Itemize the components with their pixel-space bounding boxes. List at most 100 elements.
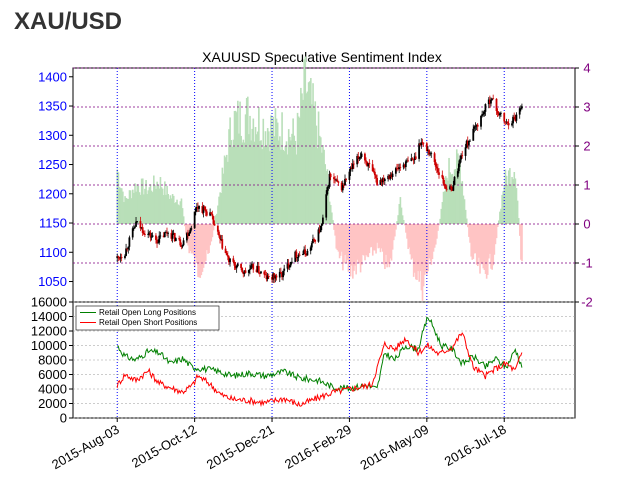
ssi-bar	[442, 191, 445, 224]
candle-body	[399, 167, 402, 168]
candle-body	[158, 235, 161, 243]
ssi-bar	[233, 110, 236, 224]
ssi-bar	[362, 224, 364, 255]
ssi-bar	[243, 142, 246, 224]
ssi-bar	[462, 195, 465, 224]
candle-body	[351, 163, 354, 170]
ssi-axis: -2 -1 0 1 2 3 4	[575, 61, 593, 310]
ssi-bar	[289, 137, 291, 224]
ssi-bar	[455, 149, 458, 224]
ssi-bar	[390, 224, 393, 261]
ssi-bar	[179, 201, 182, 224]
ssi-bar	[350, 224, 353, 266]
ssi-bar	[175, 202, 177, 224]
ssi-bar	[352, 224, 354, 279]
candle-body	[162, 235, 165, 238]
candle-body	[504, 121, 507, 123]
ssi-bar	[443, 191, 446, 224]
ssi-bar	[160, 187, 163, 224]
candle-body	[203, 206, 206, 211]
candle-body	[233, 261, 236, 266]
ssi-bar	[248, 134, 250, 224]
ssi-bar	[339, 224, 342, 256]
ssi-bar	[328, 201, 331, 224]
candle-body	[482, 114, 485, 115]
candle-body	[321, 217, 324, 224]
candle-body	[403, 164, 406, 168]
ssi-bar	[388, 224, 391, 268]
price-candles	[116, 94, 523, 283]
candle-body	[267, 276, 270, 278]
candle-body	[172, 232, 175, 234]
candle-body	[303, 249, 305, 255]
candle-body	[151, 235, 154, 237]
ssi-bar	[405, 224, 407, 233]
ssi-bar	[315, 125, 318, 224]
ssi-bar	[149, 184, 152, 224]
ssi-bar	[431, 224, 434, 259]
top-grid	[73, 67, 575, 303]
ssi-bar	[322, 145, 324, 224]
ssi-bar	[314, 101, 317, 224]
candle-body	[244, 270, 247, 273]
ssi-bar	[298, 117, 301, 224]
ssi-bar	[129, 190, 132, 224]
candle-body	[117, 256, 120, 258]
ssi-bar	[490, 224, 492, 269]
candle-body	[421, 142, 424, 144]
candle-body	[164, 232, 167, 234]
candle-body	[420, 142, 423, 146]
ssi-bar	[360, 224, 363, 266]
candle-body	[391, 173, 394, 178]
candle-body	[466, 140, 469, 146]
ssi-bar	[224, 157, 227, 224]
ssi-bar	[399, 197, 402, 224]
ssi-bar	[139, 194, 142, 224]
ssi-bar	[244, 114, 247, 224]
ssi-bar	[516, 200, 519, 224]
candle-body	[465, 140, 468, 148]
ssi-bar	[479, 224, 481, 274]
ssi-bar	[235, 112, 238, 224]
positions-tick-label: 2000	[38, 396, 67, 411]
ssi-bar	[240, 135, 242, 224]
candle-body	[258, 273, 261, 274]
candle-body	[140, 227, 143, 229]
x-tick-label: 2015-Aug-03	[49, 422, 122, 473]
ssi-bar	[311, 104, 313, 224]
candle-body	[425, 143, 428, 152]
candle-body	[521, 106, 523, 109]
candle-body	[240, 263, 242, 268]
candle-body	[480, 115, 482, 127]
legend-box	[75, 305, 220, 331]
ssi-bar	[371, 224, 374, 256]
ssi-bar	[430, 224, 433, 265]
ssi-bar	[271, 130, 273, 224]
candle-body	[128, 237, 131, 247]
candle-body	[288, 265, 291, 268]
ssi-bar	[204, 224, 207, 261]
candle-body	[295, 251, 298, 258]
candle-body	[212, 216, 215, 224]
candle-body	[491, 98, 493, 101]
ssi-bar	[379, 224, 382, 253]
candle-body	[376, 177, 378, 185]
ssi-bar	[392, 224, 395, 241]
price-axis: 1050 1100 1150 1200 1250 1300 1350 1400	[38, 69, 73, 289]
ssi-bar	[334, 224, 336, 236]
candle-body	[476, 124, 479, 127]
candle-body	[452, 185, 455, 191]
ssi-bar	[488, 224, 490, 259]
ssi-tick-label: 2	[583, 139, 590, 154]
candle-body	[506, 121, 509, 124]
candle-body	[310, 243, 313, 248]
ssi-bar	[478, 224, 480, 258]
candle-body	[345, 179, 348, 180]
ssi-bar	[138, 192, 141, 224]
ssi-bar	[421, 224, 424, 301]
ssi-bar	[396, 221, 398, 224]
ssi-bar	[469, 224, 471, 243]
ssi-bar	[368, 224, 371, 254]
ssi-bar	[307, 82, 310, 224]
ssi-bar	[264, 131, 267, 224]
